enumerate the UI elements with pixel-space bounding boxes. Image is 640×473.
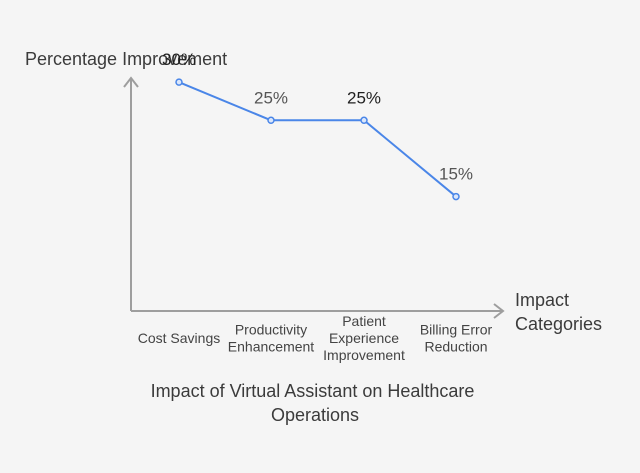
data-point <box>267 116 275 125</box>
data-label: 25% <box>254 88 288 107</box>
series-layer: 30% 25% 25% 15% <box>162 50 473 201</box>
series-line-segment <box>363 119 457 198</box>
category-label-line: Improvement <box>323 347 405 363</box>
chart-title-line-2: Operations <box>271 405 359 425</box>
y-axis-arrow <box>123 76 139 88</box>
data-label: 15% <box>439 165 473 184</box>
category-label: Billing Error Reduction <box>420 322 493 355</box>
series-line-segment <box>178 81 272 122</box>
category-label-line: Patient <box>342 313 386 329</box>
chart-title-line-1: Impact of Virtual Assistant on Healthcar… <box>151 381 475 401</box>
category-label-line: Cost Savings <box>138 330 220 346</box>
category-label: Patient Experience Improvement <box>323 313 405 363</box>
category-label: Productivity Enhancement <box>228 322 315 355</box>
x-axis-label-line-1: Impact <box>515 290 569 310</box>
category-label-line: Reduction <box>424 339 487 355</box>
x-axis-label: Impact Categories <box>515 290 602 334</box>
category-label-line: Enhancement <box>228 339 315 355</box>
data-point <box>175 78 183 86</box>
data-label: 30% <box>162 50 196 69</box>
x-axis-arrow <box>493 303 505 319</box>
category-label-line: Experience <box>329 330 399 346</box>
chart-title: Impact of Virtual Assistant on Healthcar… <box>151 381 480 425</box>
data-point <box>360 116 368 125</box>
category-label: Cost Savings <box>138 330 220 346</box>
data-label: 25% <box>347 88 381 107</box>
y-axis-label: Percentage Improvement <box>25 49 227 69</box>
x-axis-label-line-2: Categories <box>515 314 602 334</box>
category-label-line: Productivity <box>235 322 307 338</box>
data-point <box>452 192 460 201</box>
category-label-line: Billing Error <box>420 322 493 338</box>
